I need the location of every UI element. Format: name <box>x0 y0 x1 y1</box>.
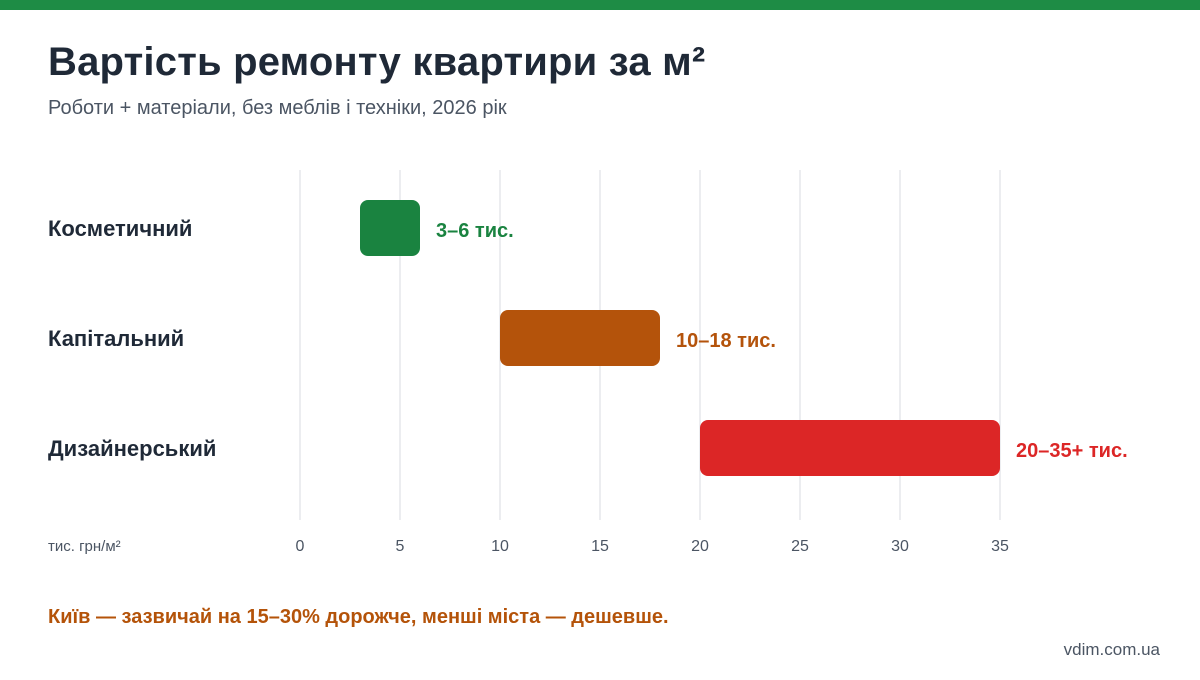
category-label: Капітальний <box>48 326 184 351</box>
x-tick-label: 15 <box>591 538 609 555</box>
value-label: 10–18 тис. <box>676 330 776 352</box>
chart-subtitle: Роботи + матеріали, без меблів і техніки… <box>48 97 507 119</box>
category-label: Дизайнерський <box>48 436 216 461</box>
x-tick-label: 30 <box>891 538 909 555</box>
range-bar <box>500 310 660 366</box>
value-label: 3–6 тис. <box>436 220 514 242</box>
x-tick-label: 35 <box>991 538 1009 555</box>
footnote: Київ — зазвичай на 15–30% дорожче, менші… <box>48 606 669 628</box>
chart-title: Вартість ремонту квартири за м² <box>48 40 706 84</box>
x-axis-unit-label: тис. грн/м² <box>48 538 121 555</box>
x-tick-label: 25 <box>791 538 809 555</box>
category-label: Косметичний <box>48 216 192 241</box>
x-tick-label: 10 <box>491 538 509 555</box>
x-axis: тис. грн/м² 0 5 10 15 20 25 30 35 <box>48 538 1009 555</box>
source-credit: vdim.com.ua <box>1063 640 1160 659</box>
x-tick-label: 0 <box>296 538 305 555</box>
labels: Косметичний 3–6 тис. Капітальний 10–18 тис.… <box>48 216 1128 462</box>
value-label: 20–35+ тис. <box>1016 440 1128 462</box>
x-tick-label: 5 <box>396 538 405 555</box>
range-bar <box>700 420 1000 476</box>
bars <box>360 200 1000 476</box>
top-accent-bar <box>0 0 1200 10</box>
x-tick-label: 20 <box>691 538 709 555</box>
range-bar <box>360 200 420 256</box>
